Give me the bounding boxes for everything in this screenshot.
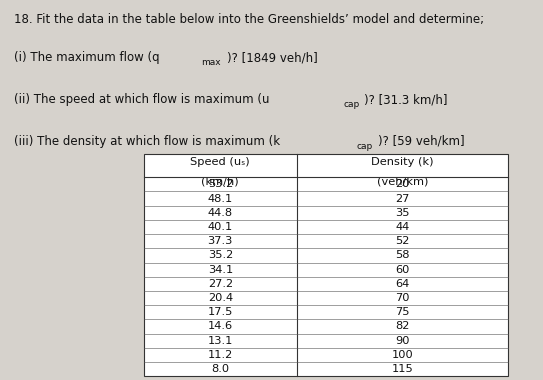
Text: 60: 60 [395,264,409,275]
Text: cap: cap [357,142,373,151]
Text: 11.2: 11.2 [207,350,233,360]
Text: 20: 20 [395,179,409,189]
Text: 18. Fit the data in the table below into the Greenshields’ model and determine;: 18. Fit the data in the table below into… [14,13,484,26]
Text: 27: 27 [395,193,409,204]
Text: 44.8: 44.8 [208,208,233,218]
Text: Density (k): Density (k) [371,157,433,167]
Text: )? [31.3 km/h]: )? [31.3 km/h] [364,93,448,106]
Text: Speed (uₛ): Speed (uₛ) [191,157,250,167]
Text: (i) The maximum flow (q: (i) The maximum flow (q [14,51,159,64]
Text: max: max [201,58,221,67]
Text: cap: cap [343,100,359,109]
Text: 27.2: 27.2 [208,279,233,289]
Text: 35: 35 [395,208,409,218]
Text: 70: 70 [395,293,409,303]
Text: 35.2: 35.2 [207,250,233,260]
Text: 34.1: 34.1 [207,264,233,275]
Text: 52: 52 [395,236,409,246]
Text: (veh/km): (veh/km) [376,176,428,187]
Text: 115: 115 [392,364,413,374]
Text: 82: 82 [395,321,409,331]
Text: )? [59 veh/km]: )? [59 veh/km] [378,135,465,148]
Text: 37.3: 37.3 [207,236,233,246]
Text: 40.1: 40.1 [207,222,233,232]
Text: 58: 58 [395,250,409,260]
Text: 53.2: 53.2 [207,179,233,189]
Text: 64: 64 [395,279,409,289]
Bar [144,154,508,376]
Text: 14.6: 14.6 [208,321,233,331]
Text: (km/h): (km/h) [201,176,239,187]
Text: (iii) The density at which flow is maximum (k: (iii) The density at which flow is maxim… [14,135,280,148]
Text: 17.5: 17.5 [207,307,233,317]
Text: (ii) The speed at which flow is maximum (u: (ii) The speed at which flow is maximum … [14,93,269,106]
Text: 100: 100 [392,350,413,360]
Text: 8.0: 8.0 [211,364,229,374]
Text: 44: 44 [395,222,409,232]
Text: 90: 90 [395,336,409,346]
Text: 20.4: 20.4 [208,293,233,303]
Text: 48.1: 48.1 [207,193,233,204]
Text: 75: 75 [395,307,409,317]
Text: 13.1: 13.1 [207,336,233,346]
Text: )? [1849 veh/h]: )? [1849 veh/h] [227,51,318,64]
